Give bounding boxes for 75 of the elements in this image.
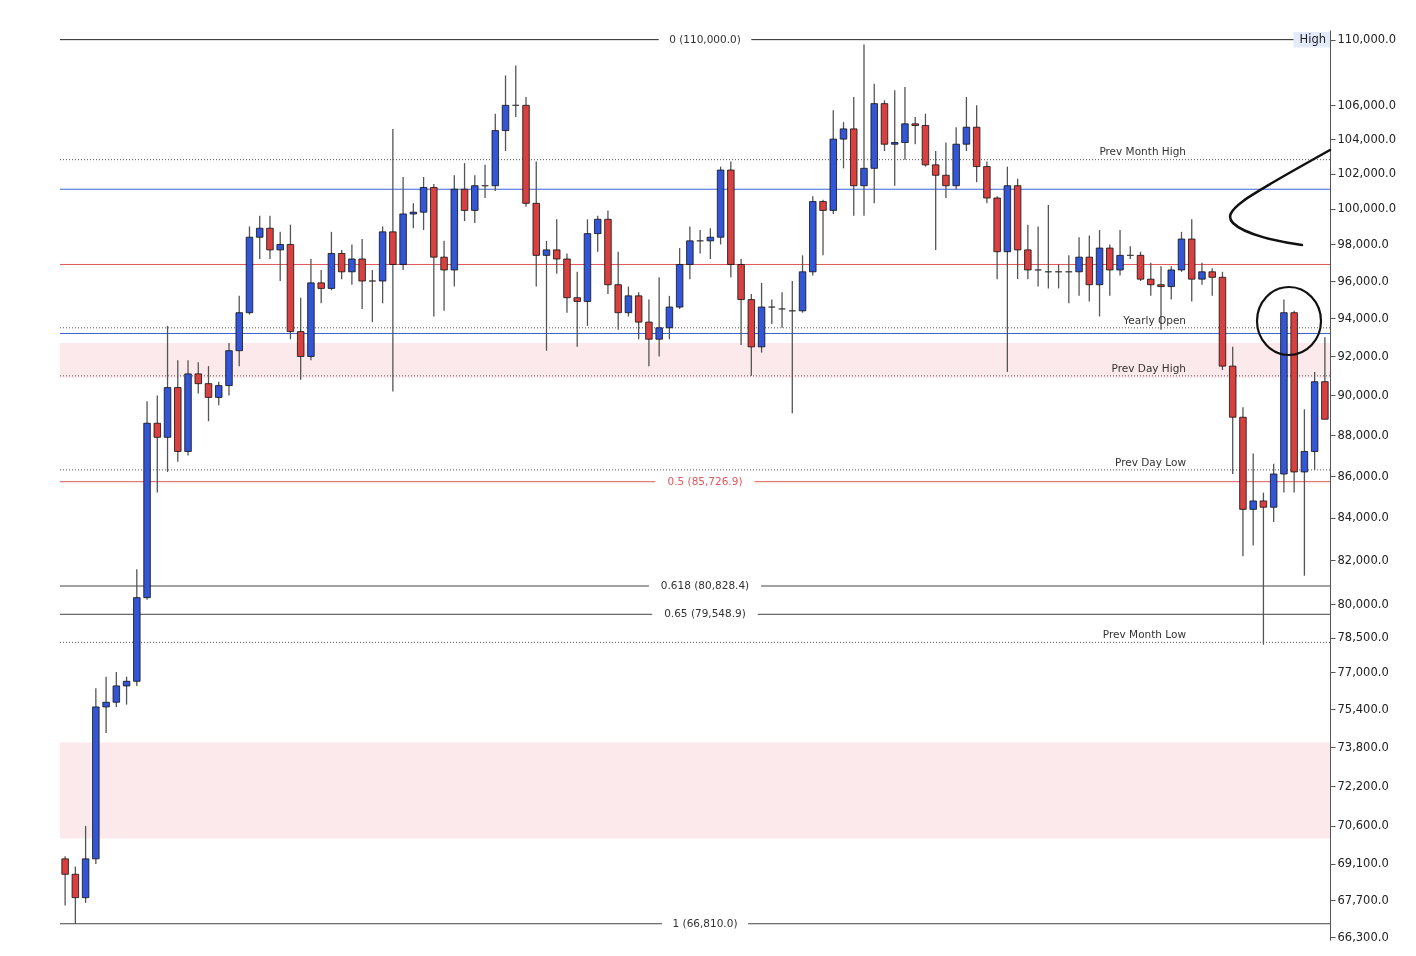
- candlestick: [1024, 224, 1032, 280]
- candlestick: [368, 269, 377, 323]
- candlestick: [337, 249, 346, 280]
- candlestick: [348, 243, 356, 286]
- candlestick: [256, 215, 264, 260]
- candlestick: [440, 240, 448, 312]
- candlestick: [624, 285, 633, 318]
- y-tick-label: 86,000.0: [1337, 468, 1389, 483]
- candlestick: [768, 298, 776, 325]
- ref-line-label: 1 (66,810.0): [672, 916, 738, 929]
- candlestick: [276, 231, 284, 282]
- candlestick: [1136, 251, 1145, 282]
- candlestick: [1259, 491, 1268, 646]
- ref-line-label: 0.618 (80,828.4): [660, 579, 750, 592]
- candlestick: [112, 671, 121, 708]
- y-tick-label: 106,000.0: [1337, 97, 1397, 112]
- candlestick: [911, 116, 919, 145]
- y-tick-label: 82,000.0: [1337, 553, 1389, 567]
- ref-line-label: 0.65 (79,548.9): [664, 607, 746, 620]
- ref-line-label: Yearly Open: [1122, 313, 1186, 326]
- candlestick: [819, 199, 827, 256]
- y-tick-label: 94,000.0: [1337, 310, 1389, 325]
- annotation: High: [1299, 31, 1326, 46]
- ref-line-label: 0.5 (85,726.9): [667, 474, 743, 487]
- candlestick: [594, 215, 602, 253]
- candlestick: [706, 227, 715, 260]
- candlestick: [102, 676, 110, 734]
- y-tick-label: 75,400.0: [1337, 701, 1389, 716]
- y-tick-label: 92,000.0: [1337, 348, 1389, 363]
- candlestick: [891, 89, 899, 187]
- candlestick: [1116, 229, 1124, 277]
- candlestick: [409, 202, 418, 229]
- y-tick-label: 96,000.0: [1337, 273, 1389, 288]
- candlestick: [1075, 236, 1083, 297]
- candlestick: [460, 162, 469, 222]
- candlestick: [122, 676, 131, 706]
- candlestick: [1208, 267, 1216, 297]
- y-tick-label: 69,100.0: [1337, 856, 1389, 871]
- candlestick: [358, 238, 366, 310]
- y-tick-label: 88,000.0: [1337, 427, 1389, 442]
- y-tick-label: 78,500.0: [1337, 630, 1389, 645]
- y-tick-label: 80,000.0: [1337, 596, 1389, 611]
- candlestick: [266, 215, 274, 260]
- candlestick: [1106, 243, 1114, 297]
- candlestick: [215, 381, 223, 406]
- y-tick-label: 100,000.0: [1337, 201, 1397, 216]
- candlestick: [839, 121, 848, 169]
- candlestick: [962, 96, 971, 152]
- y-tick-label: 90,000.0: [1337, 387, 1389, 402]
- y-tick-label: 72,200.0: [1337, 778, 1389, 793]
- candlestick: [1034, 225, 1042, 288]
- candlestick: [1167, 265, 1175, 301]
- ref-line-label: Prev Day High: [1111, 361, 1186, 374]
- y-tick-label: 70,600.0: [1337, 818, 1389, 833]
- candlestick: [317, 269, 325, 304]
- ref-line-label: 0 (110,000.0): [669, 32, 741, 45]
- candlestick: [542, 240, 551, 352]
- candlestick: [553, 218, 561, 275]
- candlestick: [1198, 261, 1206, 286]
- ref-line-label: Prev Month High: [1099, 145, 1186, 158]
- y-tick-label: 102,000.0: [1337, 166, 1397, 181]
- candlestick: [686, 225, 694, 280]
- y-tick-label: 98,000.0: [1337, 236, 1389, 251]
- y-tick-label: 104,000.0: [1337, 131, 1397, 146]
- y-tick-label: 66,300.0: [1337, 929, 1389, 944]
- y-tick-label: 77,000.0: [1337, 664, 1389, 679]
- y-tick-label: 110,000.0: [1337, 32, 1397, 47]
- y-tick-label: 73,800.0: [1337, 739, 1389, 754]
- candlestick: [71, 865, 80, 925]
- y-tick-label: 84,000.0: [1337, 510, 1389, 525]
- y-tick-label: 67,700.0: [1337, 892, 1389, 907]
- ref-line-label: Prev Month Low: [1102, 628, 1187, 641]
- candlestick: [61, 855, 69, 907]
- candlestick: [1147, 261, 1155, 297]
- ref-line-label: Prev Day Low: [1115, 455, 1187, 468]
